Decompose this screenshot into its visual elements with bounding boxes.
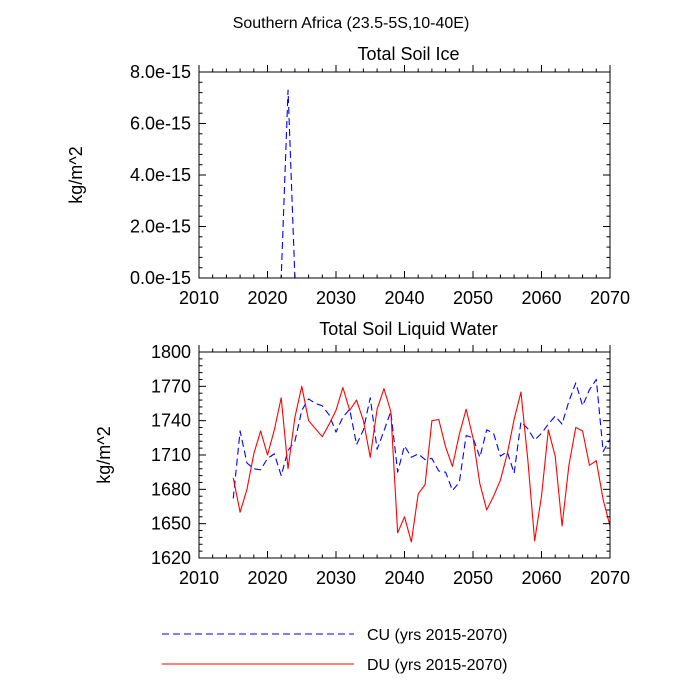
- x-tick-label: 2040: [384, 568, 424, 588]
- y-tick-label: 1800: [151, 342, 191, 362]
- x-tick-label: 2030: [316, 568, 356, 588]
- y-tick-label: 4.0e-15: [130, 165, 191, 185]
- legend: CU (yrs 2015-2070) DU (yrs 2015-2070): [162, 627, 508, 674]
- series-line-cu: [232, 378, 611, 499]
- figure-suptitle: Southern Africa (23.5-5S,10-40E): [233, 15, 470, 32]
- x-tick-label: 2040: [384, 288, 424, 308]
- plot-frame: [198, 351, 611, 559]
- x-tick-label: 2050: [453, 568, 493, 588]
- y-axis-label: kg/m^2: [66, 146, 86, 203]
- y-tick-label: 6.0e-15: [130, 114, 191, 134]
- x-tick-label: 2020: [247, 568, 287, 588]
- x-tick-label: 2030: [316, 288, 356, 308]
- x-tick-label: 2070: [590, 568, 630, 588]
- y-tick-label: 1620: [151, 548, 191, 568]
- y-axis-label: kg/m^2: [94, 426, 114, 483]
- x-tick-label: 2010: [179, 288, 219, 308]
- chart-title: Total Soil Ice: [357, 44, 459, 64]
- chart-panel-2: Total Soil Liquid Water kg/m^2 2010 2020 203…: [94, 319, 630, 588]
- y-tick-label: 1650: [151, 514, 191, 534]
- y-tick-label: 0.0e-15: [130, 268, 191, 288]
- y-tick-label: 1740: [151, 411, 191, 431]
- series-line-cu: [233, 89, 610, 279]
- chart-panels: Total Soil Ice kg/m^2 2010 2020 2030 2040 2050…: [66, 44, 630, 588]
- y-tick-label: 1680: [151, 479, 191, 499]
- chart-title: Total Soil Liquid Water: [319, 319, 497, 339]
- y-tick-label: 8.0e-15: [130, 62, 191, 82]
- x-tick-label: 2020: [247, 288, 287, 308]
- x-tick-label: 2060: [521, 568, 561, 588]
- legend-label-cu: CU (yrs 2015-2070): [367, 627, 508, 644]
- x-tick-label: 2050: [453, 288, 493, 308]
- plot-frame: [198, 71, 611, 279]
- y-tick-label: 1710: [151, 445, 191, 465]
- y-tick-label: 2.0e-15: [130, 217, 191, 237]
- series-line-du: [232, 385, 611, 543]
- x-tick-label: 2010: [179, 568, 219, 588]
- y-tick-label: 1770: [151, 376, 191, 396]
- legend-label-du: DU (yrs 2015-2070): [367, 657, 508, 674]
- x-tick-label: 2060: [521, 288, 561, 308]
- x-tick-label: 2070: [590, 288, 630, 308]
- chart-panel-1: Total Soil Ice kg/m^2 2010 2020 2030 2040 2050…: [66, 44, 630, 308]
